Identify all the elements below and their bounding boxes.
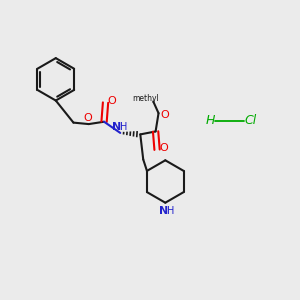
Text: O: O — [160, 110, 169, 120]
Text: O: O — [83, 113, 92, 123]
Text: N: N — [112, 122, 122, 132]
Text: H: H — [119, 122, 127, 132]
Text: H: H — [206, 114, 215, 127]
Text: H: H — [167, 206, 174, 216]
Text: Cl: Cl — [244, 114, 256, 127]
Text: methyl: methyl — [132, 94, 159, 103]
Text: O: O — [108, 96, 116, 106]
Text: O: O — [159, 143, 168, 153]
Text: N: N — [159, 206, 169, 216]
